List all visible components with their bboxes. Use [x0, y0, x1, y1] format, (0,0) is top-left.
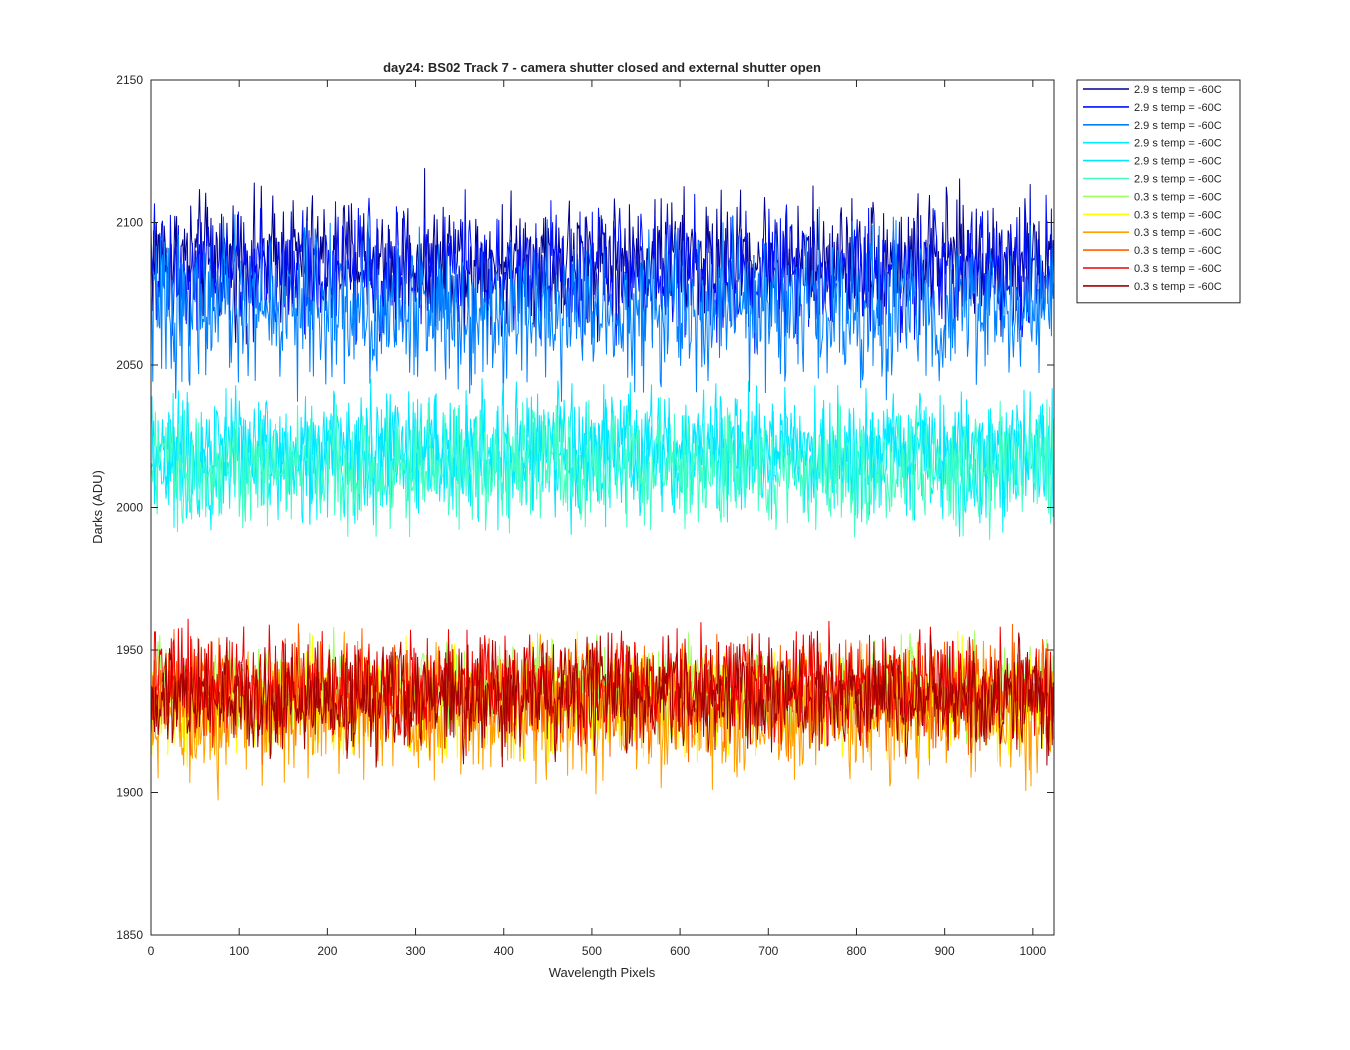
series-line	[150, 396, 1055, 540]
x-tick-label: 0	[148, 944, 155, 958]
legend-label: 2.9 s temp = -60C	[1134, 102, 1222, 114]
series-line	[150, 189, 1055, 354]
y-tick-label: 2150	[116, 73, 143, 87]
x-tick-label: 800	[846, 944, 866, 958]
x-tick-label: 1000	[1019, 944, 1046, 958]
series-line	[150, 206, 1055, 406]
y-tick-label: 1850	[116, 928, 143, 942]
legend-label: 0.3 s temp = -60C	[1134, 281, 1222, 293]
x-tick-label: 700	[758, 944, 778, 958]
x-tick-label: 300	[406, 944, 426, 958]
legend: 2.9 s temp = -60C 2.9 s temp = -60C 2.9 s …	[1076, 79, 1241, 304]
axis-ticks: 0 100 200 300 400 500 600 700 800 900 1000 1850 1900…	[116, 73, 1054, 958]
chart-title: day24: BS02 Track 7 - camera shutter clo…	[383, 60, 821, 75]
legend-label: 2.9 s temp = -60C	[1134, 156, 1222, 168]
x-tick-label: 500	[582, 944, 602, 958]
x-tick-label: 400	[494, 944, 514, 958]
series-line	[150, 630, 1055, 768]
x-axis-label: Wavelength Pixels	[549, 965, 656, 980]
y-tick-label: 2000	[116, 501, 143, 515]
x-tick-label: 600	[670, 944, 690, 958]
legend-label: 0.3 s temp = -60C	[1134, 191, 1222, 203]
legend-label: 0.3 s temp = -60C	[1134, 263, 1222, 275]
legend-label: 2.9 s temp = -60C	[1134, 120, 1222, 132]
legend-label: 2.9 s temp = -60C	[1134, 174, 1222, 186]
legend-box	[1076, 79, 1241, 304]
x-tick-label: 900	[935, 944, 955, 958]
plot-series	[150, 168, 1055, 801]
y-tick-label: 2100	[116, 216, 143, 230]
legend-label: 2.9 s temp = -60C	[1134, 138, 1222, 150]
legend-label: 2.9 s temp = -60C	[1134, 84, 1222, 96]
y-tick-label: 1900	[116, 786, 143, 800]
x-tick-label: 200	[317, 944, 337, 958]
legend-label: 0.3 s temp = -60C	[1134, 227, 1222, 239]
legend-label: 0.3 s temp = -60C	[1134, 209, 1222, 221]
legend-label: 0.3 s temp = -60C	[1134, 245, 1222, 257]
y-axis-label: Darks (ADU)	[90, 470, 105, 544]
x-tick-label: 100	[229, 944, 249, 958]
series-line	[150, 378, 1055, 526]
y-tick-label: 2050	[116, 358, 143, 372]
y-tick-label: 1950	[116, 643, 143, 657]
